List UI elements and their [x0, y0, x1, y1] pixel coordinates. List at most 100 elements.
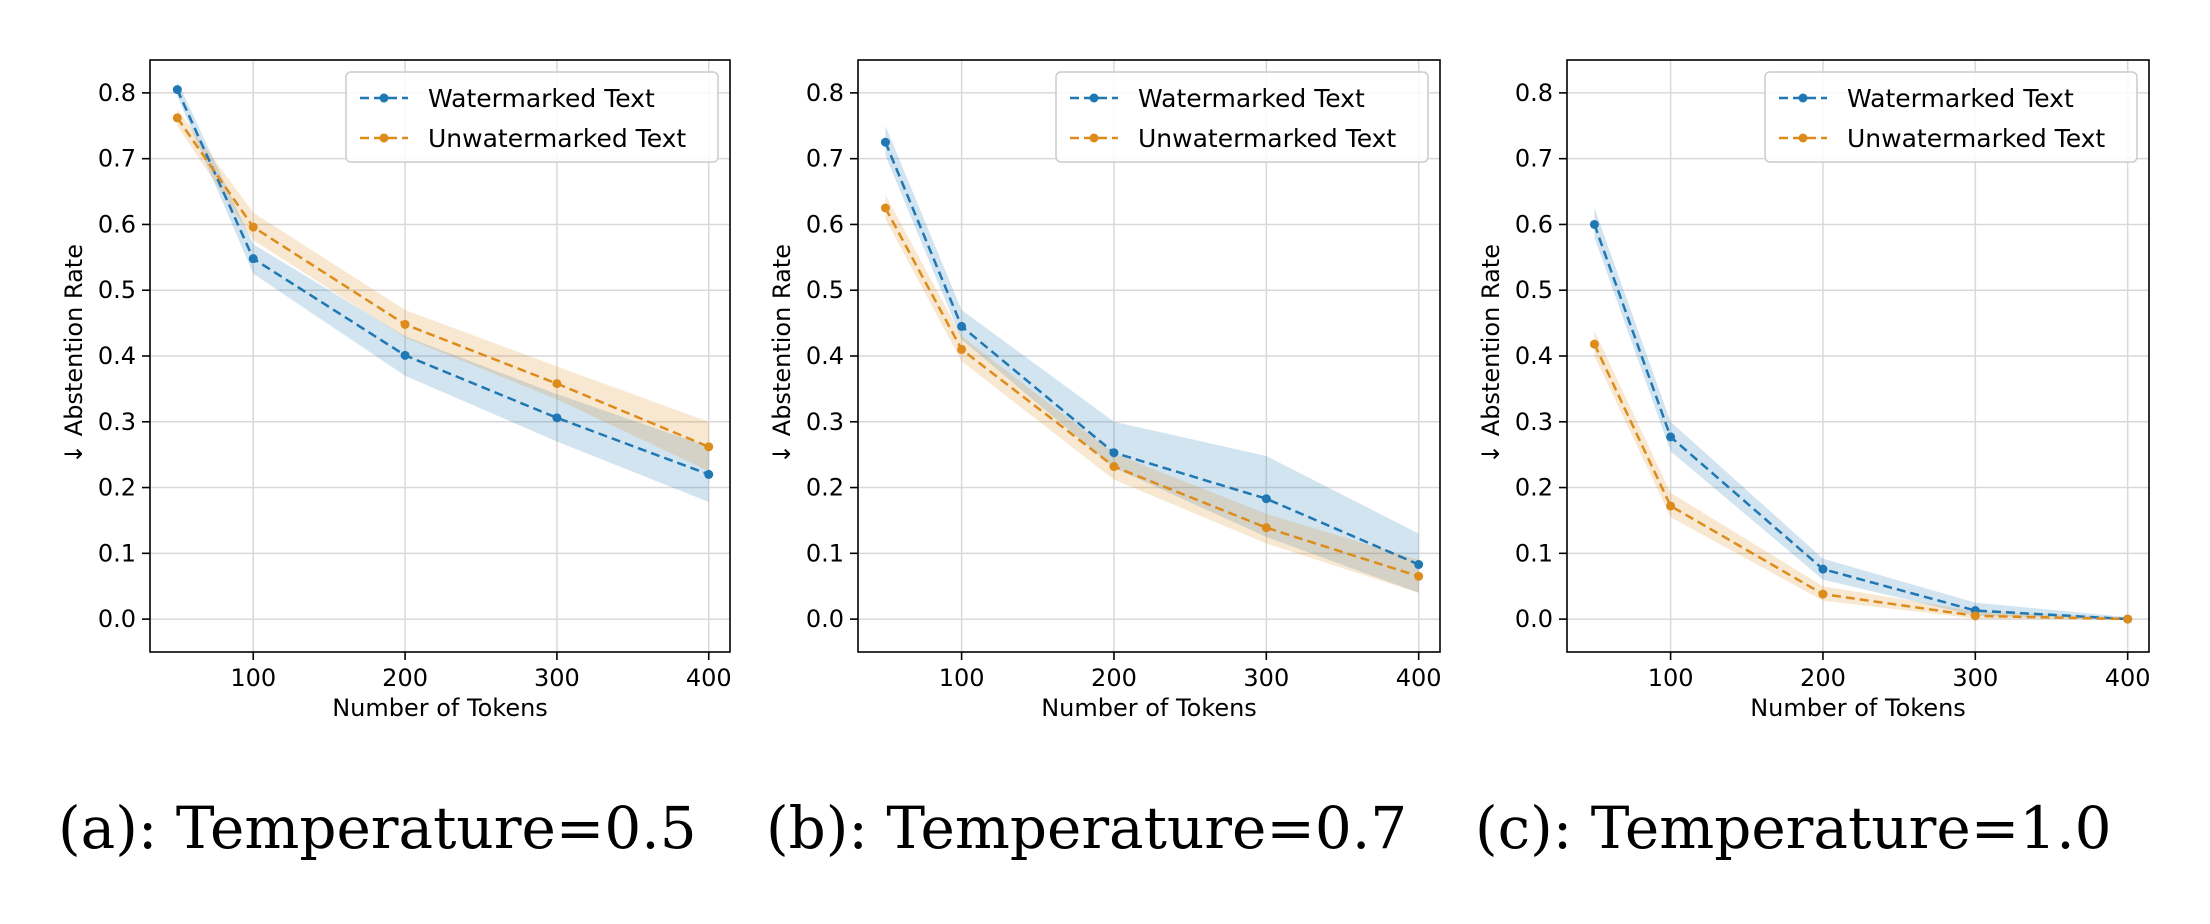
legend-marker-0: [1089, 93, 1099, 103]
data-point-0-0: [880, 137, 890, 147]
x-tick-label-3: 400: [2105, 664, 2151, 692]
data-point-1-2: [1818, 589, 1828, 599]
confidence-band-1: [177, 109, 709, 472]
legend: Watermarked Text Unwatermarked Text: [1764, 71, 2138, 163]
panel-b: 100 200 300 400 0.0 0.1 0.2 0.3 0.4 0.5 0.6 0.7 0.8 N…: [766, 59, 1442, 862]
data-point-1-4: [1414, 571, 1424, 581]
panel-caption: (a): Temperature=0.5: [58, 794, 697, 862]
data-point-1-3: [1261, 523, 1271, 533]
y-tick-label-8: 0.8: [806, 79, 844, 107]
y-axis-arrow: ↓: [60, 436, 88, 464]
y-tick-label-5: 0.5: [98, 276, 136, 304]
data-point-0-2: [1818, 564, 1828, 574]
legend-box: [1764, 71, 2138, 163]
y-tick-label-8: 0.8: [98, 79, 136, 107]
y-tick-label-6: 0.6: [1515, 210, 1553, 238]
data-point-1-1: [957, 344, 967, 354]
y-axis-arrow: ↓: [768, 436, 796, 464]
y-tick-label-5: 0.5: [806, 276, 844, 304]
y-axis-arrow: ↓: [1477, 436, 1505, 464]
data-point-1-2: [1109, 462, 1119, 472]
data-point-0-3: [1261, 494, 1271, 504]
legend-box: [345, 71, 719, 163]
legend-marker-0: [379, 93, 389, 103]
y-tick-label-4: 0.4: [98, 342, 136, 370]
y-tick-label-0: 0.0: [806, 605, 844, 633]
legend-label-1: Unwatermarked Text: [428, 124, 686, 153]
data-point-0-2: [1109, 448, 1119, 458]
legend-label-0: Watermarked Text: [1138, 84, 1365, 113]
data-point-0-0: [1589, 219, 1599, 229]
y-tick-label-7: 0.7: [1515, 145, 1553, 173]
x-tick-label-0: 100: [230, 664, 276, 692]
data-point-0-1: [957, 321, 967, 331]
y-tick-label-0: 0.0: [1515, 605, 1553, 633]
data-point-1-0: [1589, 339, 1599, 349]
data-point-1-1: [1666, 501, 1676, 511]
y-tick-label-4: 0.4: [806, 342, 844, 370]
y-tick-label-0: 0.0: [98, 605, 136, 633]
x-tick-label-2: 300: [534, 664, 580, 692]
panel-caption: (b): Temperature=0.7: [766, 794, 1407, 862]
legend-marker-1: [1089, 133, 1099, 143]
data-point-1-4: [2123, 614, 2133, 624]
x-tick-label-2: 300: [1243, 664, 1289, 692]
confidence-band-0: [177, 81, 709, 503]
y-tick-label-3: 0.3: [98, 408, 136, 436]
y-axis-label: ↓ Abstention Rate: [60, 244, 88, 464]
data-point-1-3: [552, 379, 562, 389]
x-axis-label: Number of Tokens: [1750, 694, 1966, 722]
legend-marker-0: [1798, 93, 1808, 103]
x-tick-label-0: 100: [939, 664, 985, 692]
y-tick-label-4: 0.4: [1515, 342, 1553, 370]
y-tick-label-2: 0.2: [806, 474, 844, 502]
legend: Watermarked Text Unwatermarked Text: [345, 71, 719, 163]
legend: Watermarked Text Unwatermarked Text: [1055, 71, 1429, 163]
confidence-band-1: [885, 194, 1419, 593]
y-axis-label-text: Abstention Rate: [60, 244, 88, 436]
y-axis-label: ↓ Abstention Rate: [768, 244, 796, 464]
y-tick-label-1: 0.1: [98, 539, 136, 567]
y-axis-label-text: Abstention Rate: [768, 244, 796, 436]
x-tick-label-3: 400: [686, 664, 732, 692]
y-tick-label-7: 0.7: [98, 145, 136, 173]
data-point-0-2: [400, 350, 410, 360]
y-tick-label-8: 0.8: [1515, 79, 1553, 107]
legend-label-0: Watermarked Text: [1847, 84, 2074, 113]
panel-caption: (c): Temperature=1.0: [1475, 794, 2112, 862]
legend-marker-1: [379, 133, 389, 143]
x-tick-label-1: 200: [1800, 664, 1846, 692]
y-tick-label-2: 0.2: [1515, 474, 1553, 502]
data-point-1-1: [248, 222, 258, 232]
y-axis-label-text: Abstention Rate: [1477, 244, 1505, 436]
x-tick-label-1: 200: [1091, 664, 1137, 692]
data-point-0-3: [552, 413, 562, 423]
y-tick-label-6: 0.6: [98, 210, 136, 238]
confidence-band-1: [1594, 331, 2128, 620]
x-tick-label-1: 200: [382, 664, 428, 692]
y-tick-label-7: 0.7: [806, 145, 844, 173]
data-point-0-4: [1414, 560, 1424, 570]
legend-label-0: Watermarked Text: [428, 84, 655, 113]
panel-c: 100 200 300 400 0.0 0.1 0.2 0.3 0.4 0.5 0.6 0.7 0.8 N…: [1475, 59, 2151, 862]
legend-label-1: Unwatermarked Text: [1847, 124, 2105, 153]
y-tick-label-3: 0.3: [806, 408, 844, 436]
x-tick-label-3: 400: [1396, 664, 1442, 692]
y-axis-label: ↓ Abstention Rate: [1477, 244, 1505, 464]
y-tick-label-1: 0.1: [806, 539, 844, 567]
data-point-1-0: [172, 113, 182, 123]
y-tick-label-1: 0.1: [1515, 539, 1553, 567]
legend-marker-1: [1798, 133, 1808, 143]
data-point-0-4: [704, 469, 714, 479]
data-point-0-1: [248, 254, 258, 264]
x-tick-label-0: 100: [1648, 664, 1694, 692]
x-tick-label-2: 300: [1952, 664, 1998, 692]
x-axis-label: Number of Tokens: [1041, 694, 1257, 722]
data-point-0-0: [172, 85, 182, 95]
legend-box: [1055, 71, 1429, 163]
y-tick-label-6: 0.6: [806, 210, 844, 238]
data-point-1-0: [880, 203, 890, 213]
x-axis-label: Number of Tokens: [332, 694, 548, 722]
panel-a: 100 200 300 400 0.0 0.1 0.2 0.3 0.4 0.5 0.6 0.7 0.8 N…: [58, 59, 732, 862]
